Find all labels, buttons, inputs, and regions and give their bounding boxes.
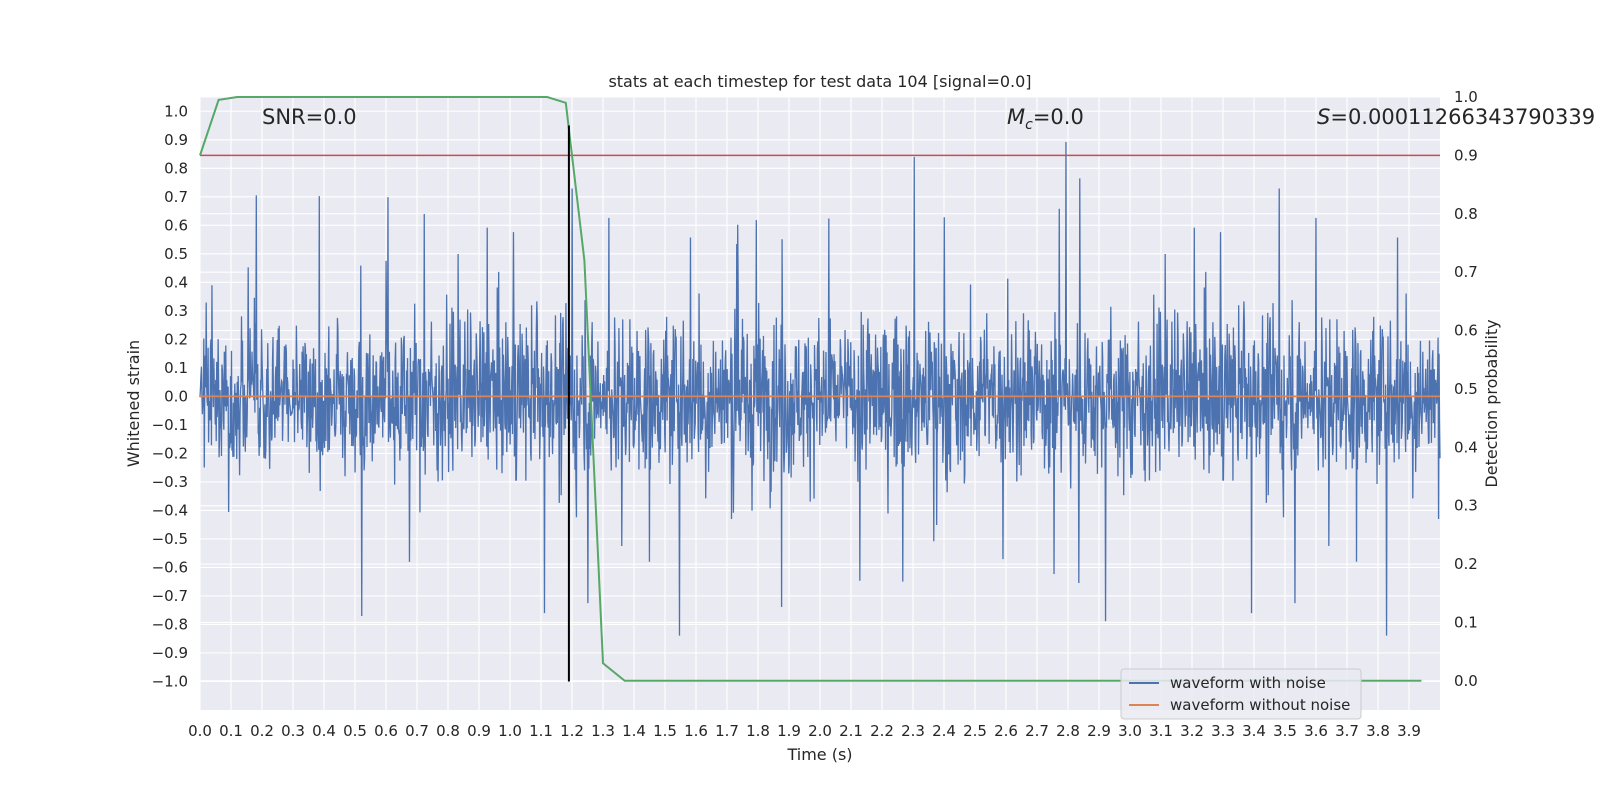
x-axis-label: Time (s): [786, 745, 852, 764]
x-tick-label: 1.2: [560, 722, 584, 740]
x-tick-label: 3.4: [1242, 722, 1266, 740]
y-tick-label: −1.0: [152, 672, 188, 690]
x-tick-label: 2.7: [1025, 722, 1049, 740]
y-tick-label: 0.8: [164, 159, 188, 177]
y-tick-label: 0.7: [164, 188, 188, 206]
y-tick-label: −0.2: [152, 444, 188, 462]
x-tick-label: 0.5: [343, 722, 367, 740]
y-tick-label: −0.3: [152, 473, 188, 491]
y-tick-label: 0.6: [164, 216, 188, 234]
x-tick-label: 2.3: [901, 722, 925, 740]
y-tick-label: 0.1: [164, 359, 188, 377]
x-tick-label: 2.8: [1056, 722, 1080, 740]
x-tick-label: 2.5: [963, 722, 987, 740]
noise-waveform-line: [199, 142, 1441, 636]
x-tick-label: 1.5: [653, 722, 677, 740]
y-tick-label: −0.6: [152, 558, 188, 576]
x-tick-label: 2.9: [1087, 722, 1111, 740]
s-symbol: S: [1317, 105, 1330, 129]
y2-tick-label: 0.1: [1454, 613, 1478, 631]
y2-axis-label: Detection probability: [1482, 319, 1501, 487]
x-tick-label: 0.4: [312, 722, 336, 740]
y-tick-label: 0.9: [164, 131, 188, 149]
legend-box: [1120, 668, 1362, 720]
legend-label-clean: waveform without noise: [1170, 696, 1350, 714]
y2-tick-label: 0.5: [1454, 380, 1478, 398]
x-tick-label: 1.8: [746, 722, 770, 740]
y2-tick-label: 0.2: [1454, 555, 1478, 573]
y-tick-label: 0.3: [164, 302, 188, 320]
x-tick-label: 1.1: [529, 722, 553, 740]
x-tick-label: 0.3: [281, 722, 305, 740]
x-tick-label: 2.1: [839, 722, 863, 740]
y-tick-label: −0.7: [152, 587, 188, 605]
x-tick-label: 2.2: [870, 722, 894, 740]
chirp-mass-annotation: Mc=0.0: [1007, 105, 1084, 133]
x-tick-label: 3.6: [1304, 722, 1328, 740]
x-tick-label: 3.1: [1149, 722, 1173, 740]
y-tick-label: −0.1: [152, 416, 188, 434]
x-tick-label: 0.0: [188, 722, 212, 740]
y2-tick-label: 0.0: [1454, 672, 1478, 690]
y2-tick-label: 0.9: [1454, 146, 1478, 164]
chart-title: stats at each timestep for test data 104…: [608, 72, 1031, 91]
mc-subscript: c: [1025, 117, 1033, 133]
x-tick-label: 1.0: [498, 722, 522, 740]
y-axis-label: Whitened strain: [124, 340, 143, 467]
y-tick-label: 0.5: [164, 245, 188, 263]
detection-probability-line: [199, 96, 1422, 682]
snr-annotation: SNR=0.0: [262, 105, 357, 129]
series-waveform-with-noise: [199, 142, 1441, 636]
x-tick-label: 1.9: [777, 722, 801, 740]
x-tick-label: 3.2: [1180, 722, 1204, 740]
y2-tick-label: 0.8: [1454, 205, 1478, 223]
s-annotation: S=0.00011266343790339: [1317, 105, 1595, 129]
y-tick-label: −0.5: [152, 530, 188, 548]
y-tick-label: 0.0: [164, 387, 188, 405]
mc-symbol: M: [1007, 105, 1025, 129]
x-tick-label: 2.0: [808, 722, 832, 740]
legend: waveform with noise waveform without noi…: [1120, 668, 1362, 720]
y-tick-label: 1.0: [164, 102, 188, 120]
mc-value: =0.0: [1033, 105, 1084, 129]
series-lines: [199, 96, 1440, 682]
y-tick-label: −0.4: [152, 501, 188, 519]
x-tick-label: 0.6: [374, 722, 398, 740]
x-tick-label: 3.7: [1335, 722, 1359, 740]
x-tick-label: 1.4: [622, 722, 646, 740]
x-tick-label: 0.9: [467, 722, 491, 740]
y2-tick-label: 1.0: [1454, 88, 1478, 106]
y2-tick-label: 0.7: [1454, 263, 1478, 281]
x-tick-label: 3.0: [1118, 722, 1142, 740]
tick-labels: 0.0 0.1 0.2 0.3 0.4 0.5 0.6 0.7 0.8 0.9 1.0 1.1 1.2 1…: [152, 88, 1478, 740]
y-tick-label: 0.2: [164, 330, 188, 348]
x-tick-label: 0.7: [405, 722, 429, 740]
x-tick-label: 1.6: [684, 722, 708, 740]
y2-tick-label: 0.3: [1454, 497, 1478, 515]
x-tick-label: 0.1: [219, 722, 243, 740]
x-tick-label: 1.3: [591, 722, 615, 740]
x-tick-label: 3.8: [1366, 722, 1390, 740]
x-tick-label: 0.8: [436, 722, 460, 740]
x-tick-label: 3.5: [1273, 722, 1297, 740]
y2-tick-label: 0.4: [1454, 438, 1478, 456]
x-tick-label: 2.4: [932, 722, 956, 740]
x-tick-label: 1.7: [715, 722, 739, 740]
y-tick-label: −0.9: [152, 644, 188, 662]
x-tick-label: 3.9: [1397, 722, 1421, 740]
x-tick-label: 3.3: [1211, 722, 1235, 740]
x-tick-label: 0.2: [250, 722, 274, 740]
y2-tick-label: 0.6: [1454, 322, 1478, 340]
legend-label-noise: waveform with noise: [1170, 674, 1326, 692]
s-value: =0.00011266343790339: [1330, 105, 1595, 129]
y-tick-label: −0.8: [152, 615, 188, 633]
y-tick-label: 0.4: [164, 273, 188, 291]
x-tick-label: 2.6: [994, 722, 1018, 740]
